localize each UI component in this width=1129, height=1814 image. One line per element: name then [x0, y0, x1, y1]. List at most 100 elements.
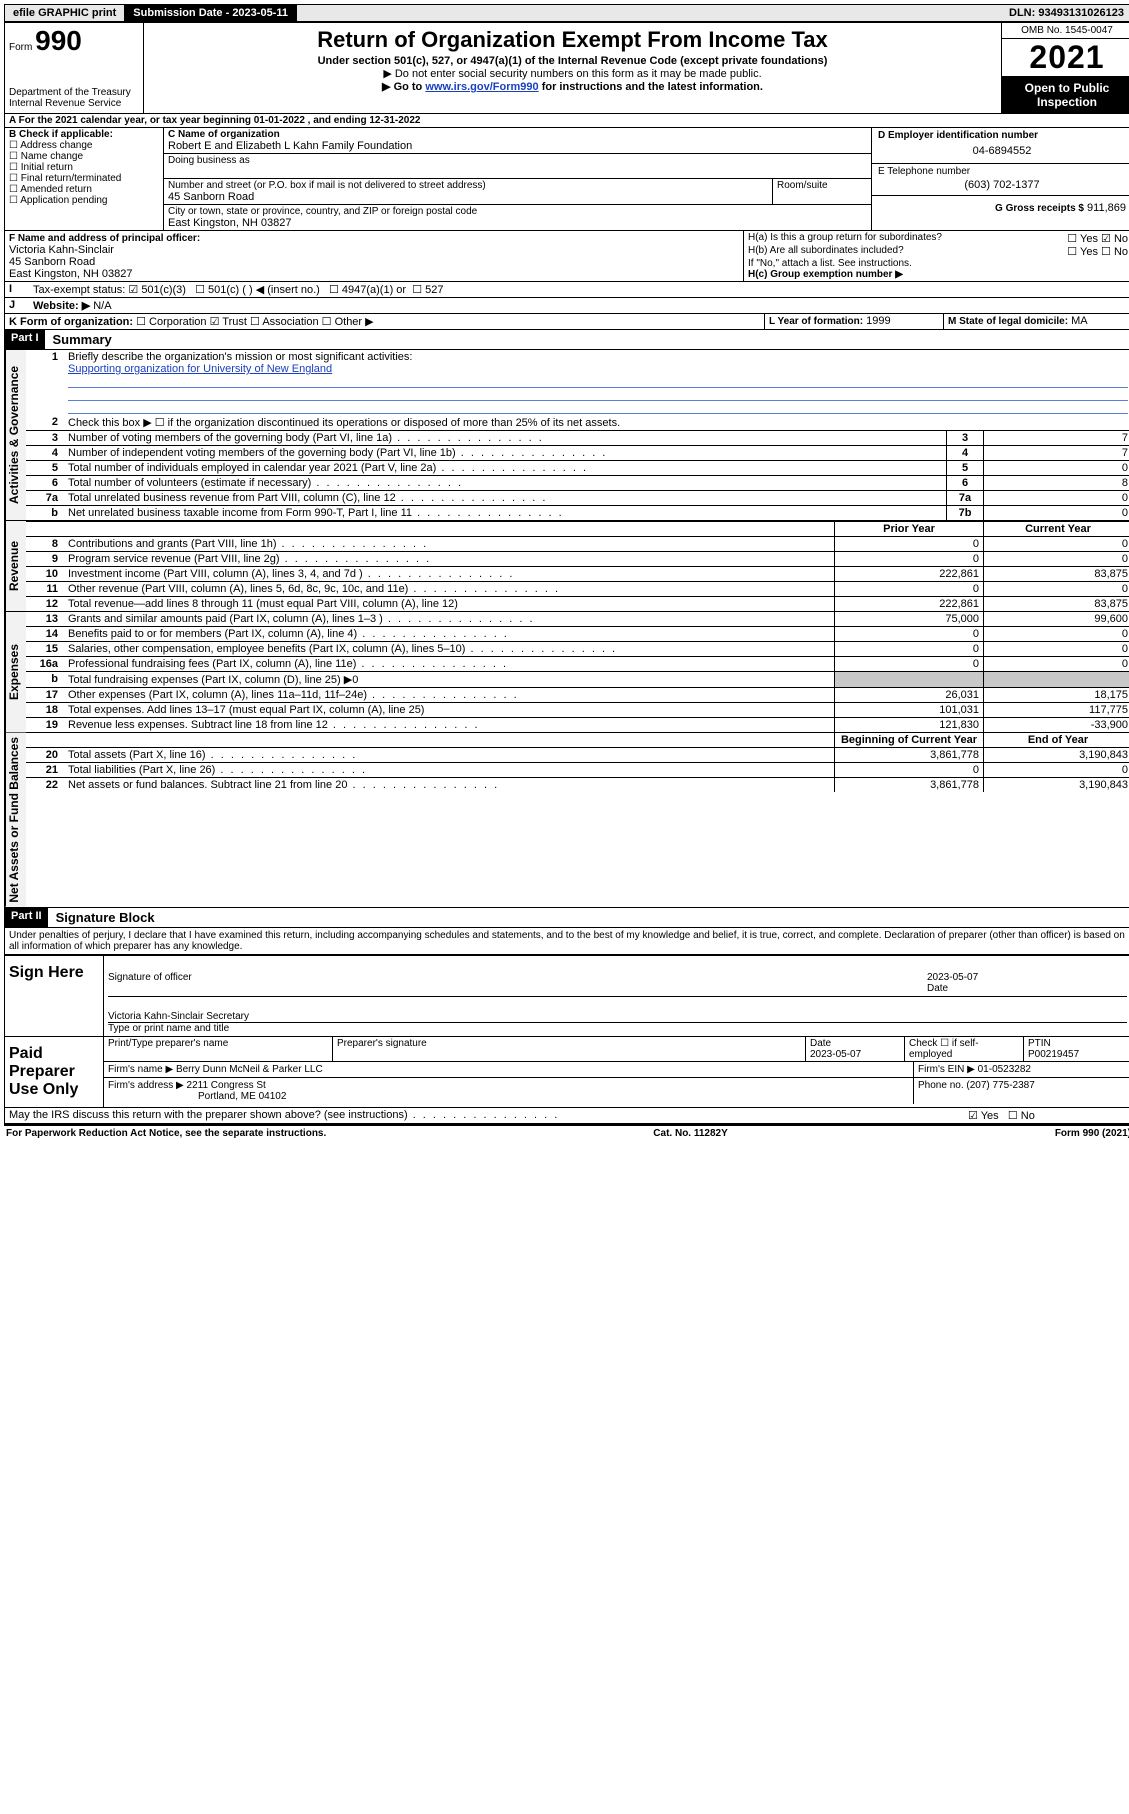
r9-p: 0	[835, 552, 984, 567]
part1-label: Part I	[5, 330, 45, 349]
irs-label: Internal Revenue Service	[9, 98, 139, 109]
footer-left: For Paperwork Reduction Act Notice, see …	[6, 1128, 326, 1139]
phone-label: Phone no.	[918, 1080, 964, 1091]
i-501c-other[interactable]: 501(c) ( ) ◀ (insert no.)	[195, 284, 320, 296]
chk-application-pending[interactable]: Application pending	[9, 195, 159, 206]
e16a-t: Professional fundraising fees (Part IX, …	[64, 657, 835, 672]
box-deg: D Employer identification number 04-6894…	[871, 128, 1129, 230]
g4-v: 7	[984, 446, 1129, 461]
chk-address-change[interactable]: Address change	[9, 140, 159, 151]
r11-c: 0	[984, 582, 1129, 597]
c-room-label: Room/suite	[773, 179, 871, 204]
k-other[interactable]: Other ▶	[322, 316, 374, 328]
n22-t: Net assets or fund balances. Subtract li…	[64, 778, 835, 793]
open-inspection: Open to Public Inspection	[1002, 77, 1129, 113]
part2-title: Signature Block	[48, 908, 163, 927]
l-label: L Year of formation:	[769, 316, 863, 327]
firm-name-label: Firm's name ▶	[108, 1064, 173, 1075]
chk-final-return[interactable]: Final return/terminated	[9, 173, 159, 184]
i-4947[interactable]: 4947(a)(1) or	[329, 284, 406, 296]
e16b-n: b	[26, 672, 64, 688]
self-emp[interactable]: Check ☐ if self-employed	[905, 1037, 1024, 1061]
chk-name-change[interactable]: Name change	[9, 151, 159, 162]
n21-p: 0	[835, 763, 984, 778]
g3-t: Number of voting members of the governin…	[64, 431, 947, 446]
box-b: B Check if applicable: Address change Na…	[5, 128, 164, 230]
e17-c: 18,175	[984, 688, 1129, 703]
g5-v: 0	[984, 461, 1129, 476]
r10-t: Investment income (Part VIII, column (A)…	[64, 567, 835, 582]
g6-t: Total number of volunteers (estimate if …	[64, 476, 947, 491]
k-corp[interactable]: Corporation	[136, 316, 206, 328]
e15-p: 0	[835, 642, 984, 657]
n21-t: Total liabilities (Part X, line 26)	[64, 763, 835, 778]
hb-note: If "No," attach a list. See instructions…	[748, 258, 1128, 269]
form990-link[interactable]: www.irs.gov/Form990	[425, 81, 538, 93]
e17-p: 26,031	[835, 688, 984, 703]
sig-date-label: Date	[927, 983, 1127, 994]
n22-c: 3,190,843	[984, 778, 1129, 793]
year-cell: OMB No. 1545-0047 2021 Open to Public In…	[1001, 23, 1129, 113]
c-dba-label: Doing business as	[168, 155, 867, 166]
i-501c3[interactable]: 501(c)(3)	[128, 284, 186, 296]
form-title: Return of Organization Exempt From Incom…	[150, 27, 995, 53]
k-trust[interactable]: Trust	[210, 316, 247, 328]
n22-p: 3,861,778	[835, 778, 984, 793]
c-city-label: City or town, state or province, country…	[168, 206, 867, 217]
top-toolbar: efile GRAPHIC print Submission Date - 20…	[4, 4, 1129, 22]
e16b-c	[984, 672, 1129, 688]
sig-officer-label: Signature of officer	[108, 972, 927, 994]
discuss-yes[interactable]: Yes	[968, 1110, 999, 1122]
r11-p: 0	[835, 582, 984, 597]
k-assoc[interactable]: Association	[250, 316, 319, 328]
e18-n: 18	[26, 703, 64, 718]
chk-amended-return[interactable]: Amended return	[9, 184, 159, 195]
n21-c: 0	[984, 763, 1129, 778]
f-addr2: East Kingston, NH 03827	[9, 268, 133, 280]
footer-mid: Cat. No. 11282Y	[653, 1128, 727, 1139]
vert-exp: Expenses	[5, 612, 26, 732]
m-value: MA	[1071, 315, 1088, 327]
note-ssn: Do not enter social security numbers on …	[150, 67, 995, 80]
i-527[interactable]: 527	[412, 284, 443, 296]
note-goto-pre: Go to	[394, 81, 426, 93]
e17-n: 17	[26, 688, 64, 703]
e17-t: Other expenses (Part IX, column (A), lin…	[64, 688, 835, 703]
g4-k: 4	[947, 446, 984, 461]
box-c: C Name of organization Robert E and Eliz…	[164, 128, 871, 230]
chk-initial-return[interactable]: Initial return	[9, 162, 159, 173]
title-cell: Return of Organization Exempt From Incom…	[144, 23, 1001, 113]
ha-yes[interactable]: Yes	[1067, 233, 1098, 245]
officer-name: Victoria Kahn-Sinclair Secretary	[108, 1011, 1127, 1022]
g7a-t: Total unrelated business revenue from Pa…	[64, 491, 947, 506]
mission-text[interactable]: Supporting organization for University o…	[68, 363, 332, 375]
r10-p: 222,861	[835, 567, 984, 582]
submission-date-button[interactable]: Submission Date - 2023-05-11	[125, 5, 297, 21]
r9-n: 9	[26, 552, 64, 567]
vert-rev: Revenue	[5, 521, 26, 611]
e13-t: Grants and similar amounts paid (Part IX…	[64, 612, 835, 627]
hb-no[interactable]: No	[1101, 246, 1128, 258]
g4-t: Number of independent voting members of …	[64, 446, 947, 461]
j-label: Website: ▶	[33, 300, 90, 312]
period-row: A For the 2021 calendar year, or tax yea…	[5, 114, 1129, 128]
e-label: E Telephone number	[878, 166, 1126, 177]
g-label: G Gross receipts $	[995, 203, 1084, 214]
box-b-label: B Check if applicable:	[9, 129, 159, 140]
k-label: K Form of organization:	[9, 316, 133, 328]
exp-table: 13Grants and similar amounts paid (Part …	[26, 612, 1129, 732]
e13-p: 75,000	[835, 612, 984, 627]
part2-header: Part II Signature Block	[5, 908, 1129, 928]
hb-yes[interactable]: Yes	[1067, 246, 1098, 258]
c-name: Robert E and Elizabeth L Kahn Family Fou…	[168, 140, 867, 152]
note-link-row: ▶ Go to www.irs.gov/Form990 for instruct…	[150, 80, 995, 93]
box-i: I Tax-exempt status: 501(c)(3) 501(c) ( …	[5, 282, 1129, 298]
e19-p: 121,830	[835, 718, 984, 733]
discuss-no[interactable]: No	[1008, 1110, 1035, 1122]
footer-year: 2021	[1105, 1128, 1127, 1139]
r12-n: 12	[26, 597, 64, 612]
period-end: 12-31-2022	[369, 115, 420, 126]
form-number: 990	[35, 25, 82, 56]
ha-no[interactable]: No	[1101, 233, 1128, 245]
n21-n: 21	[26, 763, 64, 778]
